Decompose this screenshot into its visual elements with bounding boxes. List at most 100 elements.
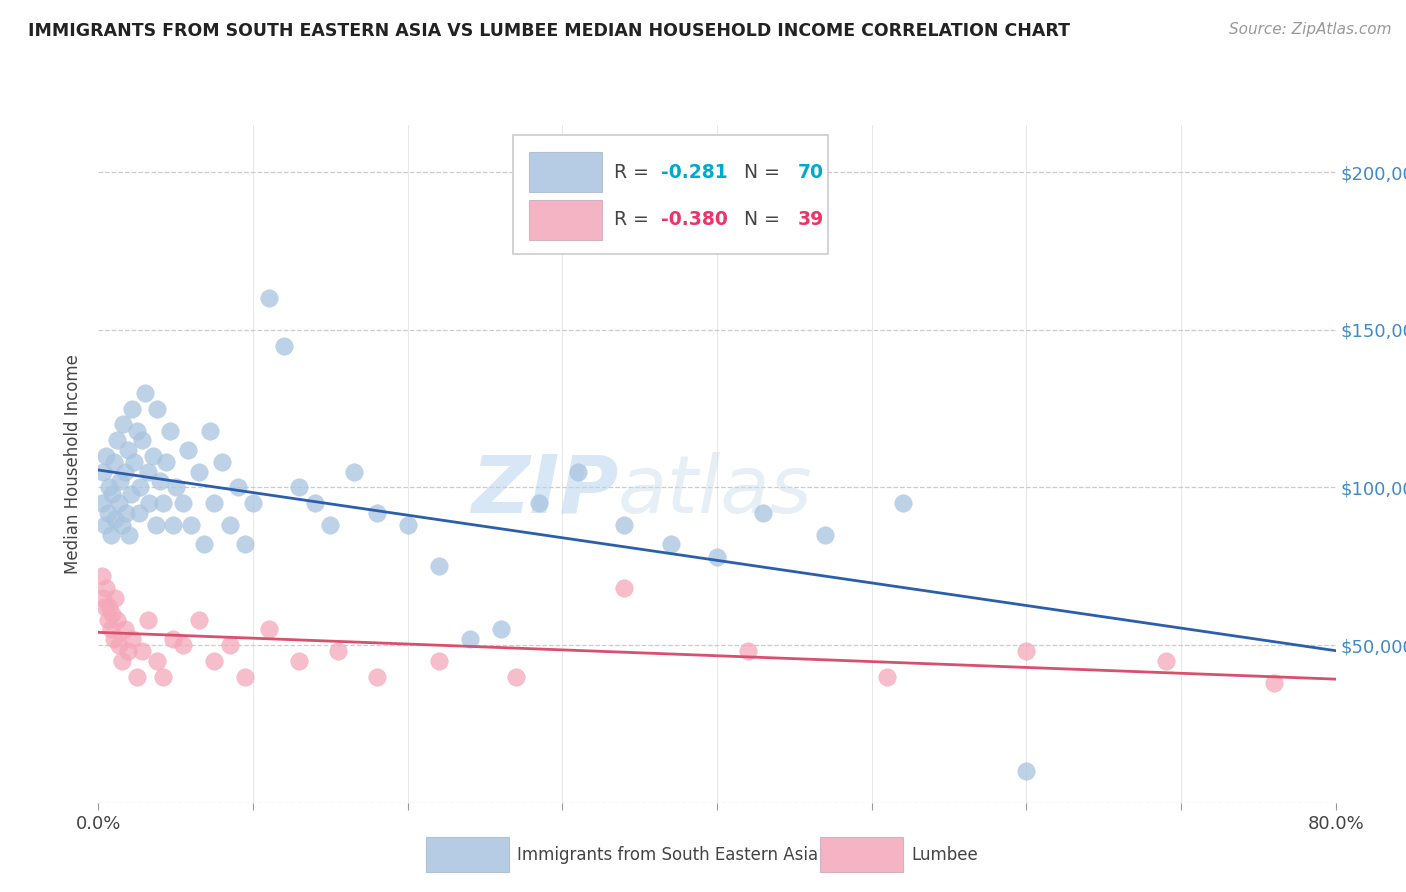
Text: N =: N = [733, 163, 786, 182]
Point [96, 582, 118, 596]
Point [162, 518, 184, 533]
Point [235, 670, 257, 684]
Point [97, 506, 120, 520]
Point [177, 442, 200, 457]
Point [326, 644, 350, 658]
Point [489, 623, 512, 637]
Point [427, 559, 450, 574]
Point [219, 638, 242, 652]
Point [90, 496, 112, 510]
Point [505, 670, 527, 684]
Point [159, 424, 181, 438]
Point [155, 455, 177, 469]
Point [427, 654, 450, 668]
Point [242, 496, 264, 510]
Point [188, 465, 211, 479]
Point [136, 613, 159, 627]
Point [1154, 654, 1177, 668]
Point [118, 528, 141, 542]
Point [613, 518, 636, 533]
Point [257, 291, 280, 305]
Point [145, 518, 167, 533]
Point [129, 481, 152, 495]
Point [173, 496, 195, 510]
Point [138, 496, 160, 510]
Point [107, 496, 129, 510]
Point [876, 670, 898, 684]
Text: ZIP: ZIP [471, 452, 619, 530]
Point [105, 433, 128, 447]
Point [814, 528, 837, 542]
FancyBboxPatch shape [426, 837, 509, 872]
Point [111, 518, 134, 533]
Text: N =: N = [733, 211, 786, 229]
Point [152, 670, 174, 684]
Point [211, 455, 233, 469]
Point [107, 638, 129, 652]
Point [100, 623, 122, 637]
Text: Source: ZipAtlas.com: Source: ZipAtlas.com [1229, 22, 1392, 37]
Point [117, 644, 139, 658]
Point [131, 433, 153, 447]
Point [101, 607, 124, 621]
Point [146, 401, 169, 416]
Point [131, 644, 153, 658]
Point [173, 638, 195, 652]
Text: Immigrants from South Eastern Asia: Immigrants from South Eastern Asia [517, 846, 818, 863]
Point [136, 465, 159, 479]
Point [114, 465, 136, 479]
Point [90, 568, 112, 582]
Point [101, 487, 124, 501]
Point [104, 591, 127, 605]
Point [235, 537, 257, 551]
Point [319, 518, 342, 533]
Text: 70: 70 [797, 163, 824, 182]
Point [1015, 644, 1038, 658]
Point [288, 654, 311, 668]
Point [146, 654, 169, 668]
Point [96, 449, 118, 463]
Point [108, 474, 131, 488]
Point [114, 623, 136, 637]
Point [162, 632, 184, 646]
Point [111, 654, 134, 668]
Text: R =: R = [614, 211, 655, 229]
Point [706, 549, 728, 564]
Text: -0.281: -0.281 [661, 163, 728, 182]
Point [165, 481, 187, 495]
Point [226, 481, 249, 495]
Point [134, 385, 156, 400]
Text: R =: R = [614, 163, 655, 182]
Text: atlas: atlas [619, 452, 813, 530]
Y-axis label: Median Household Income: Median Household Income [65, 354, 83, 574]
Point [117, 442, 139, 457]
Point [127, 670, 149, 684]
Point [121, 632, 143, 646]
Text: IMMIGRANTS FROM SOUTH EASTERN ASIA VS LUMBEE MEDIAN HOUSEHOLD INCOME CORRELATION: IMMIGRANTS FROM SOUTH EASTERN ASIA VS LU… [28, 22, 1070, 40]
Point [1015, 764, 1038, 779]
Point [121, 401, 143, 416]
Point [149, 474, 172, 488]
Point [180, 518, 202, 533]
Point [127, 424, 149, 438]
Point [98, 481, 121, 495]
Point [204, 654, 226, 668]
Point [100, 528, 122, 542]
FancyBboxPatch shape [529, 153, 602, 193]
Point [152, 496, 174, 510]
Point [115, 506, 138, 520]
Point [273, 338, 295, 352]
Point [304, 496, 326, 510]
Point [257, 623, 280, 637]
Point [105, 613, 128, 627]
Point [98, 600, 121, 615]
Point [567, 465, 589, 479]
Text: Lumbee: Lumbee [911, 846, 977, 863]
Point [97, 613, 120, 627]
Point [128, 506, 150, 520]
Point [204, 496, 226, 510]
Point [613, 582, 636, 596]
Point [288, 481, 311, 495]
Point [366, 670, 388, 684]
Point [1263, 676, 1285, 690]
